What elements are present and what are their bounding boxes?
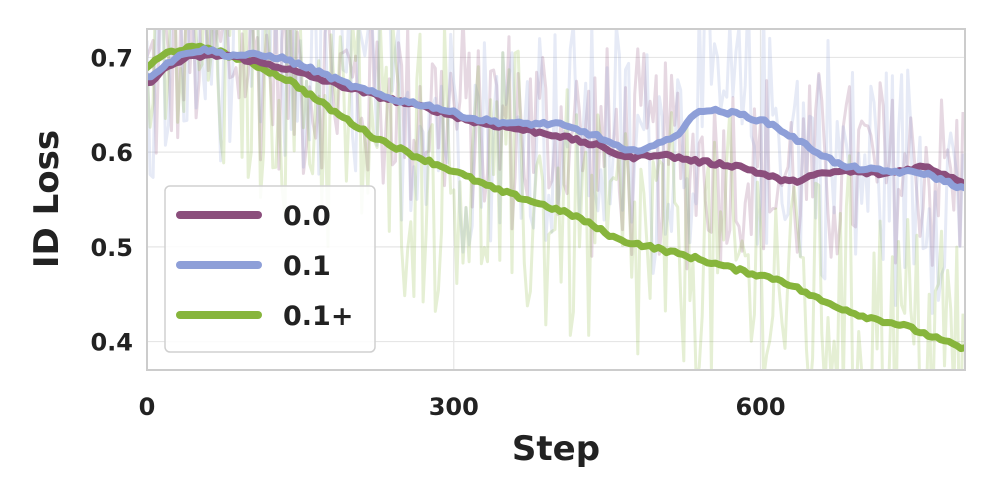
y-tick-label: 0.6: [90, 139, 133, 167]
x-tick-label: 600: [735, 393, 785, 421]
series-line-0.1+: [147, 42, 965, 353]
y-tick-label: 0.5: [90, 234, 133, 262]
y-tick-labels: 0.4 0.5 0.6 0.7: [90, 44, 133, 356]
series-lines: [147, 42, 965, 353]
legend-box: [164, 185, 376, 353]
x-tick-label: 0: [139, 393, 156, 421]
legend-label: 0.0: [283, 201, 331, 232]
x-axis-title: Step: [512, 429, 600, 469]
x-tick-labels: 0 300 600: [139, 393, 786, 421]
y-axis-title: ID Loss: [27, 130, 67, 268]
legend: 0.0 0.1 0.1+: [164, 185, 376, 353]
legend-label: 0.1+: [283, 301, 353, 332]
legend-label: 0.1: [283, 251, 331, 282]
y-tick-label: 0.7: [90, 44, 133, 72]
plot-frame: [146, 28, 966, 371]
raw-trace-0.1: [147, 29, 965, 315]
series-line-0.0: [147, 50, 965, 188]
y-tick-label: 0.4: [90, 329, 133, 357]
series-line-0.1: [147, 45, 965, 192]
x-tick-label: 300: [429, 393, 479, 421]
